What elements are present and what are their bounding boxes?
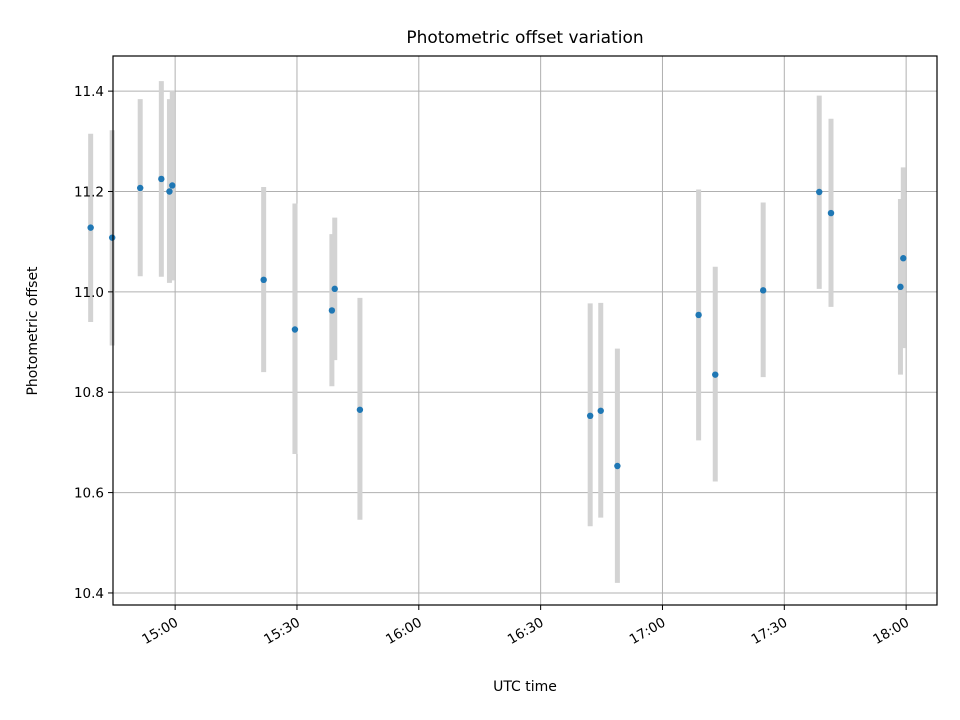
grid: [113, 56, 937, 605]
data-point: [137, 184, 144, 192]
data-point: [816, 188, 823, 196]
x-axis-label: UTC time: [493, 679, 557, 695]
y-tick-label: 11.0: [74, 285, 104, 301]
data-point: [87, 224, 94, 231]
data-point: [328, 307, 336, 314]
data-point: [827, 209, 835, 217]
data-point: [356, 406, 364, 413]
y-axis-label: Photometric offset: [25, 266, 41, 396]
chart-title: Photometric offset variation: [406, 28, 643, 48]
y-tick-label: 10.4: [74, 586, 104, 602]
data-point: [108, 234, 116, 241]
data-point: [759, 287, 767, 294]
y-tick-label: 10.8: [74, 385, 104, 401]
data-points: [87, 175, 907, 470]
data-point: [166, 188, 173, 195]
data-point: [897, 283, 904, 291]
data-point: [614, 462, 621, 470]
data-point: [900, 255, 907, 262]
data-point: [331, 285, 338, 293]
data-point: [597, 407, 604, 414]
data-point: [260, 276, 267, 284]
y-tick-label: 11.4: [74, 84, 104, 100]
data-point: [695, 311, 702, 319]
plot-frame: [112, 55, 938, 606]
data-point: [169, 182, 176, 189]
data-point: [158, 175, 165, 183]
y-tick-label: 11.2: [74, 184, 104, 200]
data-point: [712, 371, 719, 378]
data-point: [586, 412, 594, 420]
y-tick-label: 10.6: [74, 486, 104, 502]
y-axis: 10.4 10.6 10.8 11.0 11.2 11.4: [74, 84, 113, 602]
data-point: [291, 326, 299, 333]
